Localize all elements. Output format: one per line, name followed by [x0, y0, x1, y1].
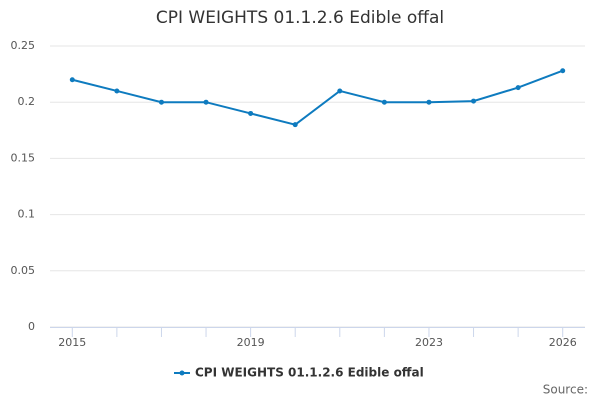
source: Source:	[543, 383, 588, 397]
y-tick-label: 0	[28, 320, 35, 333]
legend-marker	[179, 370, 185, 376]
series-line	[72, 69, 564, 126]
point	[337, 88, 343, 94]
point	[158, 99, 164, 105]
point	[515, 85, 521, 91]
point	[471, 98, 477, 104]
x-tick-label: 2026	[549, 336, 577, 349]
point	[203, 99, 209, 105]
y-tick-label: 0.05	[11, 264, 36, 277]
point	[426, 99, 432, 105]
point	[292, 122, 298, 128]
x-tick-label: 2015	[58, 336, 86, 349]
y-tick-label: 0.15	[11, 151, 36, 164]
y-tick-label: 0.2	[18, 95, 36, 108]
legend-label: CPI WEIGHTS 01.1.2.6 Edible offal	[195, 366, 424, 380]
y-tick-label: 0.1	[18, 208, 36, 221]
point	[69, 77, 75, 83]
point	[248, 110, 254, 116]
point	[381, 99, 387, 105]
x-tick-label: 2023	[415, 336, 443, 349]
point	[114, 88, 120, 94]
point	[560, 68, 566, 74]
chart-title: CPI WEIGHTS 01.1.2.6 Edible offal	[156, 8, 444, 28]
x-tick-label: 2019	[237, 336, 265, 349]
y-tick-label: 0.25	[11, 39, 36, 52]
